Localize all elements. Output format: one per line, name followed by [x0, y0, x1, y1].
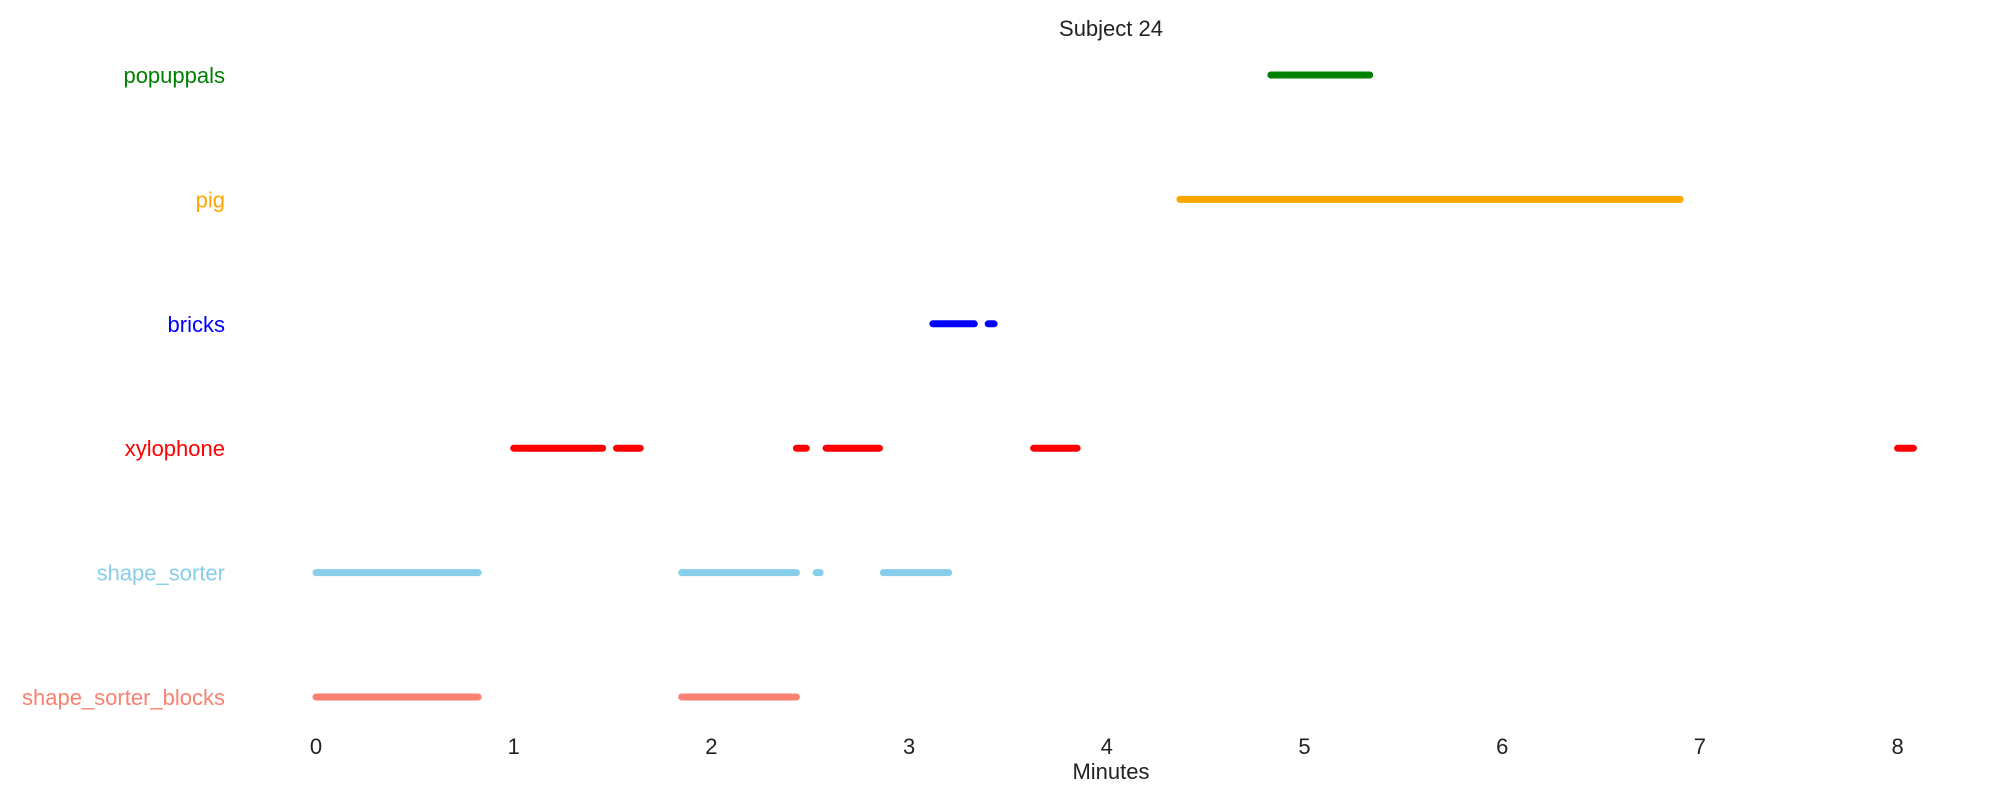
- row-label-bricks: bricks: [168, 312, 225, 337]
- row-label-pig: pig: [196, 187, 225, 212]
- x-tick-label: 7: [1694, 734, 1706, 759]
- row-label-shape-sorter-blocks: shape_sorter_blocks: [22, 685, 225, 710]
- x-axis-label: Minutes: [1072, 759, 1149, 784]
- x-tick-label: 3: [903, 734, 915, 759]
- x-tick-label: 6: [1496, 734, 1508, 759]
- x-tick-label: 5: [1298, 734, 1310, 759]
- row-label-popuppals: popuppals: [123, 63, 225, 88]
- x-tick-label: 4: [1101, 734, 1113, 759]
- x-tick-label: 8: [1891, 734, 1903, 759]
- rows-group: popuppals pig bricks xylophone shape_sorters…: [22, 63, 1917, 710]
- x-ticks: 0 1 2 3 4 5 6 7 8: [310, 734, 1904, 759]
- x-tick-label: 1: [508, 734, 520, 759]
- x-tick-label: 2: [705, 734, 717, 759]
- row-label-xylophone: xylophone: [125, 436, 225, 461]
- chart-title: Subject 24: [1059, 16, 1163, 41]
- x-tick-label: 0: [310, 734, 322, 759]
- row-label-shape-sorter: shape_sorter: [97, 561, 225, 586]
